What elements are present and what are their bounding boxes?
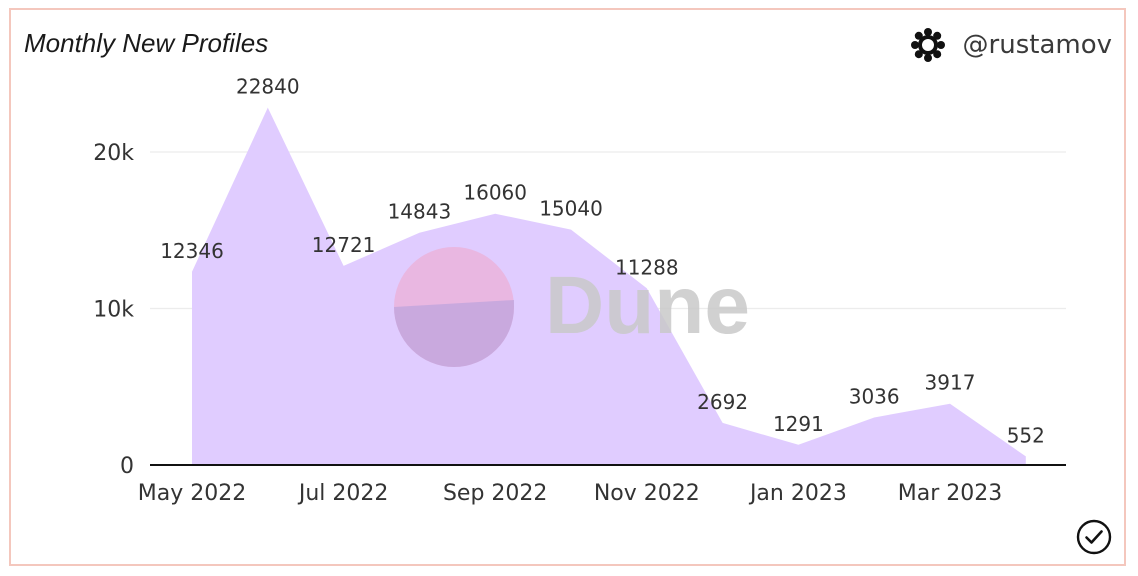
chart-title: Monthly New Profiles: [24, 28, 269, 58]
data-labels: 12346 22840 12721 14843 16060 15040 11288 2692 1…: [160, 75, 1045, 448]
check-circle-icon[interactable]: [1076, 519, 1112, 555]
x-tick-label: Mar 2023: [898, 481, 1003, 506]
x-tick-label: May 2022: [138, 481, 246, 506]
data-label: 3036: [849, 384, 900, 408]
data-label: 12721: [312, 233, 376, 257]
x-tick-label: Jul 2022: [297, 481, 389, 506]
x-tick-label: Nov 2022: [594, 481, 700, 506]
data-label: 14843: [388, 200, 452, 224]
data-label: 12346: [160, 239, 224, 263]
data-label: 16060: [463, 181, 527, 205]
axes: 0 10k 20k May 2022 Jul 2022 Sep 2022 Nov 2022 J…: [93, 141, 1066, 506]
area-fill: [192, 107, 1026, 465]
x-tick-label: Sep 2022: [443, 481, 547, 506]
data-label: 15040: [539, 197, 603, 221]
data-label: 552: [1007, 423, 1045, 447]
data-label: 2692: [697, 390, 748, 414]
data-label: 22840: [236, 75, 300, 99]
x-tick-label: Jan 2023: [748, 481, 847, 506]
dune-logo-icon: [910, 28, 945, 62]
y-tick-label: 0: [120, 454, 134, 479]
data-label: 1291: [773, 412, 824, 436]
y-tick-label: 10k: [93, 298, 134, 323]
y-tick-label: 20k: [93, 141, 134, 166]
watermark: Dune: [394, 247, 750, 367]
area-series: [191, 107, 1026, 465]
watermark-wedge: [394, 300, 514, 367]
watermark-text: Dune: [545, 260, 750, 351]
author-handle: @rustamov: [962, 30, 1112, 60]
author-block[interactable]: @rustamov: [910, 28, 1112, 62]
data-label: 11288: [615, 255, 679, 279]
data-label: 3917: [925, 371, 976, 395]
